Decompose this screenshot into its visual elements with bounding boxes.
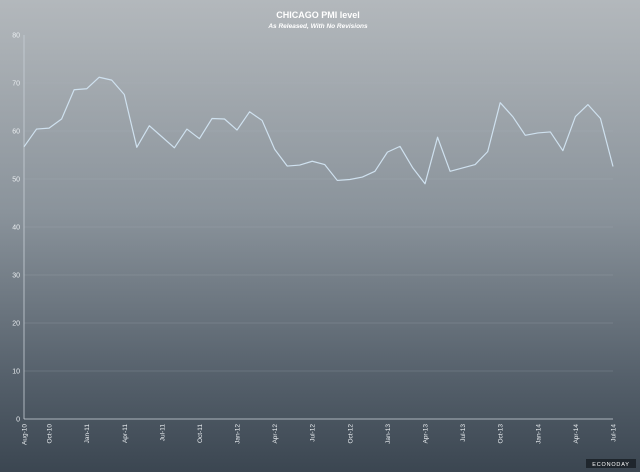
- data-point: [398, 145, 401, 148]
- data-point: [499, 101, 502, 104]
- x-tick-label: Aug-10: [22, 424, 29, 445]
- x-tick-label: Apr-12: [272, 424, 279, 444]
- data-point: [574, 115, 577, 118]
- data-point: [536, 131, 539, 134]
- y-tick-label: 80: [12, 33, 20, 40]
- brand-badge: ECONODAY: [586, 459, 636, 468]
- x-tick-label: Jul-11: [159, 424, 166, 442]
- data-point: [411, 166, 414, 169]
- y-tick-label: 50: [12, 177, 20, 184]
- x-tick-label: Apr-14: [573, 424, 580, 444]
- x-tick-label: Jul-14: [611, 424, 618, 442]
- brand-badge-bg: [586, 459, 636, 468]
- data-point: [210, 117, 213, 120]
- x-tick-label: Jul-13: [460, 424, 467, 442]
- data-point: [474, 163, 477, 166]
- data-point: [60, 117, 63, 120]
- data-point: [47, 127, 50, 130]
- x-tick-label: Oct-12: [347, 424, 354, 444]
- x-tick-label: Oct-10: [47, 424, 54, 444]
- y-tick-label: 0: [16, 417, 20, 424]
- data-point: [599, 117, 602, 120]
- y-axis-ticks: 0 10 20 30 40 50 60 70 80: [12, 33, 20, 424]
- data-point: [223, 117, 226, 120]
- series-line-layer: [23, 76, 614, 185]
- data-point: [273, 148, 276, 151]
- data-point: [549, 130, 552, 133]
- data-point: [373, 170, 376, 173]
- data-point: [85, 87, 88, 90]
- data-point: [73, 88, 76, 91]
- grid-layer: [24, 34, 613, 420]
- x-tick-label: Jan-13: [385, 424, 392, 444]
- data-point: [486, 150, 489, 153]
- data-point: [348, 178, 351, 181]
- data-point: [323, 163, 326, 166]
- x-axis-ticks: Aug-10 Oct-10 Jan-11 Apr-11 Jul-11 Oct-11 Jan-…: [22, 424, 618, 445]
- y-tick-label: 30: [12, 273, 20, 280]
- data-point: [586, 103, 589, 106]
- data-point: [311, 160, 314, 163]
- data-point: [261, 119, 264, 122]
- x-tick-label: Apr-13: [423, 424, 430, 444]
- data-point: [110, 79, 113, 82]
- y-tick-label: 60: [12, 129, 20, 136]
- data-point: [386, 151, 389, 154]
- y-tick-label: 10: [12, 369, 20, 376]
- data-point: [298, 163, 301, 166]
- data-point: [423, 182, 426, 185]
- y-tick-label: 40: [12, 225, 20, 232]
- x-tick-label: Jul-12: [310, 424, 317, 442]
- data-point: [361, 175, 364, 178]
- chart-title: CHICAGO PMI level: [276, 10, 360, 20]
- y-tick-label: 20: [12, 321, 20, 328]
- data-point: [461, 166, 464, 169]
- data-point: [148, 124, 151, 127]
- data-point: [173, 146, 176, 149]
- chart-subtitle: As Released, With No Revisions: [267, 23, 368, 30]
- data-point: [98, 76, 101, 79]
- data-point: [185, 127, 188, 130]
- x-tick-label: Oct-11: [197, 424, 204, 443]
- data-point: [198, 137, 201, 140]
- x-tick-label: Jan-12: [235, 424, 242, 444]
- data-point: [160, 135, 163, 138]
- x-tick-label: Oct-13: [498, 424, 505, 444]
- data-point: [286, 164, 289, 167]
- data-point: [336, 179, 339, 182]
- data-point: [436, 136, 439, 139]
- y-tick-label: 70: [12, 81, 20, 88]
- x-tick-label: Jan-11: [84, 424, 91, 444]
- data-point: [35, 127, 38, 130]
- data-point: [611, 165, 614, 168]
- data-point: [448, 170, 451, 173]
- data-point: [248, 110, 251, 113]
- x-tick-label: Jan-14: [535, 424, 542, 444]
- data-point: [135, 146, 138, 149]
- data-points: [22, 76, 614, 186]
- data-point: [511, 115, 514, 118]
- data-point: [561, 149, 564, 152]
- series-line: [23, 76, 614, 185]
- axes: [23, 35, 613, 420]
- data-point: [524, 134, 527, 137]
- data-point: [123, 93, 126, 96]
- brand-label: ECONODAY: [592, 462, 629, 468]
- data-point: [22, 145, 25, 148]
- data-point: [235, 128, 238, 131]
- x-tick-label: Apr-11: [122, 424, 129, 443]
